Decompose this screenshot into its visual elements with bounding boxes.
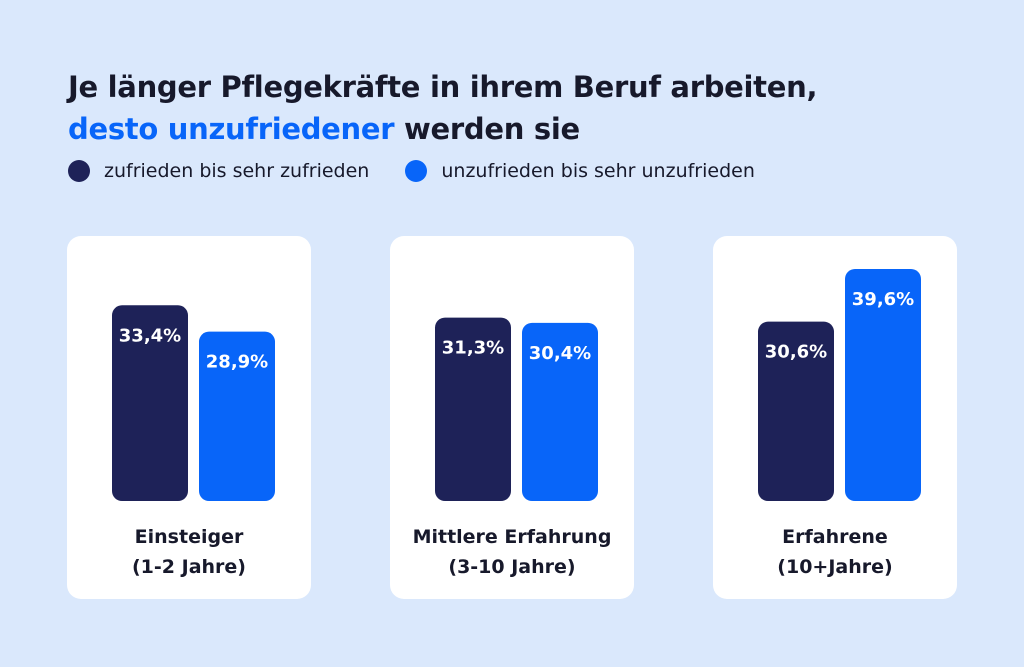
bar-satisfied-mittlere-erfahrung <box>435 317 511 501</box>
bar-value-label-dissatisfied-einsteiger: 28,9% <box>206 352 268 373</box>
legend-label-dissatisfied: unzufrieden bis sehr unzufrieden <box>441 160 755 182</box>
bar-satisfied-erfahrene <box>758 321 834 501</box>
bar-value-label-dissatisfied-erfahrene: 39,6% <box>852 289 914 310</box>
card-erfahrene: 30,6% 39,6% Erfahrene (10+Jahre) <box>713 236 957 599</box>
bar-value-label-satisfied-einsteiger: 33,4% <box>119 325 181 346</box>
bar-value-label-dissatisfied-mittlere-erfahrung: 30,4% <box>529 343 591 364</box>
title-line-1: Je länger Pflegekräfte in ihrem Beruf ar… <box>68 70 818 104</box>
chart-title: Je länger Pflegekräfte in ihrem Beruf ar… <box>68 66 817 150</box>
legend-swatch-dissatisfied <box>405 160 428 182</box>
bar-satisfied-einsteiger <box>112 305 188 501</box>
category-label-einsteiger: Einsteiger (1-2 Jahre) <box>67 522 311 582</box>
bar-dissatisfied-erfahrene <box>845 268 921 501</box>
category-name: Erfahrene <box>782 526 888 548</box>
bar-dissatisfied-einsteiger <box>199 331 275 501</box>
legend-swatch-satisfied <box>68 160 90 182</box>
legend: zufrieden bis sehr zufrieden unzufrieden… <box>68 160 791 182</box>
category-range: (10+Jahre) <box>777 556 893 578</box>
title-highlight: desto unzufriedener <box>68 112 395 146</box>
bar-group-einsteiger: 33,4% 28,9% <box>112 305 275 501</box>
bar-value-label-satisfied-mittlere-erfahrung: 31,3% <box>442 338 504 359</box>
bar-dissatisfied-mittlere-erfahrung <box>522 322 598 501</box>
category-label-erfahrene: Erfahrene (10+Jahre) <box>713 522 957 582</box>
category-range: (3-10 Jahre) <box>448 556 576 578</box>
bar-group-mittlere-erfahrung: 31,3% 30,4% <box>435 317 598 501</box>
legend-label-satisfied: zufrieden bis sehr zufrieden <box>104 160 370 182</box>
legend-item-satisfied: zufrieden bis sehr zufrieden <box>68 160 369 182</box>
category-name: Einsteiger <box>134 526 244 548</box>
bar-value-label-satisfied-erfahrene: 30,6% <box>765 342 827 363</box>
card-einsteiger: 33,4% 28,9% Einsteiger (1-2 Jahre) <box>67 236 311 599</box>
category-range: (1-2 Jahre) <box>132 556 246 578</box>
card-mittlere-erfahrung: 31,3% 30,4% Mittlere Erfahrung (3-10 Jahr… <box>390 236 634 599</box>
legend-item-dissatisfied: unzufrieden bis sehr unzufrieden <box>405 160 755 182</box>
title-line-2-rest: werden sie <box>394 112 580 146</box>
category-name: Mittlere Erfahrung <box>412 526 612 548</box>
bar-group-erfahrene: 30,6% 39,6% <box>758 268 921 501</box>
category-label-mittlere-erfahrung: Mittlere Erfahrung (3-10 Jahre) <box>390 522 634 582</box>
